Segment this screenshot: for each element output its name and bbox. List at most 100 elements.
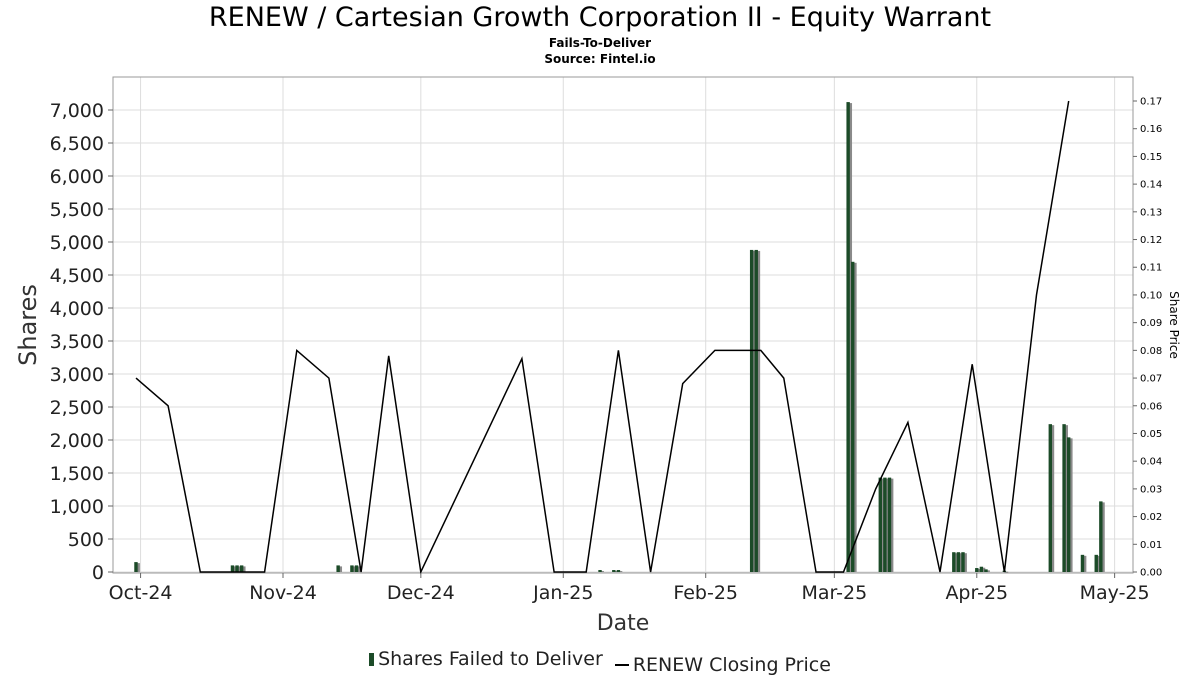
y-axis-label: Shares <box>14 284 42 366</box>
ftd-bar-shadow <box>237 566 241 572</box>
ftd-bar <box>134 562 140 572</box>
ftd-bar-shadow <box>1064 425 1068 572</box>
ftd-bar-shadow <box>752 250 756 573</box>
y2-tick-label: 0.02 <box>1140 512 1162 523</box>
bar-series <box>134 102 1105 573</box>
ftd-bar-body <box>846 102 850 572</box>
ftd-bar-shadow <box>885 478 889 572</box>
ftd-bar-body <box>1099 501 1103 572</box>
y2-tick-label: 0.15 <box>1140 152 1162 163</box>
x-tick-label: Apr-25 <box>945 582 1008 604</box>
ftd-bar <box>239 565 246 572</box>
ftd-bar-body <box>1066 437 1071 572</box>
ftd-bar-shadow <box>1101 502 1105 572</box>
ftd-bar-body <box>749 249 754 573</box>
y-tick-label: 2,500 <box>50 397 104 419</box>
ftd-bar <box>230 565 237 572</box>
y-tick-label: 7,000 <box>50 100 104 122</box>
ftd-bar-body <box>975 568 979 572</box>
ftd-bar-shadow <box>232 566 237 572</box>
ftd-bar <box>883 477 889 572</box>
ftd-bar-body <box>1094 554 1098 572</box>
ftd-bar-body <box>134 562 138 572</box>
x-axis-ticks: Oct-24 Nov-24 Dec-24 Jan-25 Feb-25 Mar-25 Apr-… <box>109 573 1150 604</box>
y2-tick-label: 0.11 <box>1140 263 1162 274</box>
ftd-bar-shadow <box>981 567 986 572</box>
ftd-bar-body <box>887 477 892 572</box>
chart-source: Source: Fintel.io <box>544 52 656 66</box>
x-tick-label: Dec-24 <box>387 582 455 604</box>
ftd-bar <box>235 565 241 572</box>
y-tick-label: 3,500 <box>50 331 104 353</box>
y2-tick-label: 0.16 <box>1140 124 1162 135</box>
ftd-bar-body <box>354 565 359 572</box>
y2-tick-label: 0.12 <box>1140 235 1162 246</box>
y-tick-label: 1,500 <box>50 463 104 485</box>
right-axis-ticks: 0.00 0.01 0.02 0.03 0.04 0.05 0.06 0.07 0.08 0.09… <box>1133 97 1162 579</box>
legend-item-price: RENEW Closing Price <box>609 654 831 676</box>
ftd-bar-shadow <box>1004 571 1009 573</box>
ftd-bar-shadow <box>756 250 761 573</box>
ftd-bar-body <box>883 477 887 572</box>
ftd-bar <box>1099 501 1105 572</box>
ftd-bar-shadow <box>954 553 958 572</box>
y2-tick-label: 0.04 <box>1140 457 1162 468</box>
ftd-bar-body <box>754 249 758 573</box>
y2-tick-label: 0.06 <box>1140 401 1162 412</box>
y2-tick-label: 0.07 <box>1140 374 1162 385</box>
ftd-bar-shadow <box>352 566 356 572</box>
ftd-bar <box>887 477 894 572</box>
x-tick-label: Mar-25 <box>802 582 868 604</box>
ftd-bar-shadow <box>618 571 623 573</box>
ftd-bar <box>749 249 756 573</box>
y-tick-label: 6,500 <box>50 133 104 155</box>
ftd-bar <box>984 569 990 572</box>
legend: Shares Failed to Deliver RENEW Closing P… <box>0 648 1200 676</box>
chart-title: RENEW / Cartesian Growth Corporation II … <box>208 2 992 33</box>
ftd-bar-shadow <box>614 571 618 573</box>
ftd-bar <box>1062 424 1068 572</box>
ftd-bar-shadow <box>853 262 857 572</box>
legend-item-ftd: Shares Failed to Deliver <box>369 648 603 670</box>
grid-lines <box>113 77 1133 573</box>
ftd-bar-body <box>612 570 616 572</box>
ftd-bar-body <box>235 565 239 572</box>
ftd-bar <box>952 552 958 572</box>
ftd-bar-shadow <box>880 478 885 572</box>
ftd-bar <box>956 552 963 572</box>
y2-tick-label: 0.05 <box>1140 429 1162 440</box>
ftd-bar-body <box>961 552 965 572</box>
ftd-bar-body <box>239 565 244 572</box>
ftd-bar-body <box>851 261 855 572</box>
ftd-bar-body <box>956 552 961 572</box>
ftd-bar <box>598 570 604 573</box>
x-tick-label: Oct-24 <box>109 582 173 604</box>
ftd-bar <box>1048 424 1055 572</box>
y2-tick-label: 0.10 <box>1140 290 1162 301</box>
x-tick-label: May-25 <box>1080 582 1150 604</box>
ftd-bar-shadow <box>136 563 140 572</box>
y2-tick-label: 0.14 <box>1140 180 1162 191</box>
x-tick-label: Nov-24 <box>249 582 317 604</box>
ftd-bar <box>350 565 356 572</box>
ftd-bar-body <box>952 552 956 572</box>
y-tick-label: 1,000 <box>50 496 104 518</box>
ftd-bar <box>851 261 857 572</box>
ftd-bar-body <box>350 565 354 572</box>
ftd-bar-shadow <box>848 103 853 572</box>
legend-label-price: RENEW Closing Price <box>632 653 831 676</box>
plot-area-frame <box>112 76 1134 574</box>
ftd-bar <box>878 477 885 572</box>
ftd-bar-body <box>598 570 602 572</box>
ftd-bar-body <box>1062 424 1066 572</box>
ftd-bar-body <box>1048 424 1052 572</box>
ftd-bar-shadow <box>242 566 246 572</box>
ftd-bar <box>616 570 623 573</box>
ftd-bar-body <box>984 569 988 572</box>
y2-tick-label: 0.08 <box>1140 346 1162 357</box>
y-tick-label: 4,000 <box>50 298 104 320</box>
ftd-bar-shadow <box>977 569 981 572</box>
ftd-bar <box>846 102 853 572</box>
ftd-bar-shadow <box>1050 425 1055 572</box>
legend-line-swatch <box>614 663 629 666</box>
